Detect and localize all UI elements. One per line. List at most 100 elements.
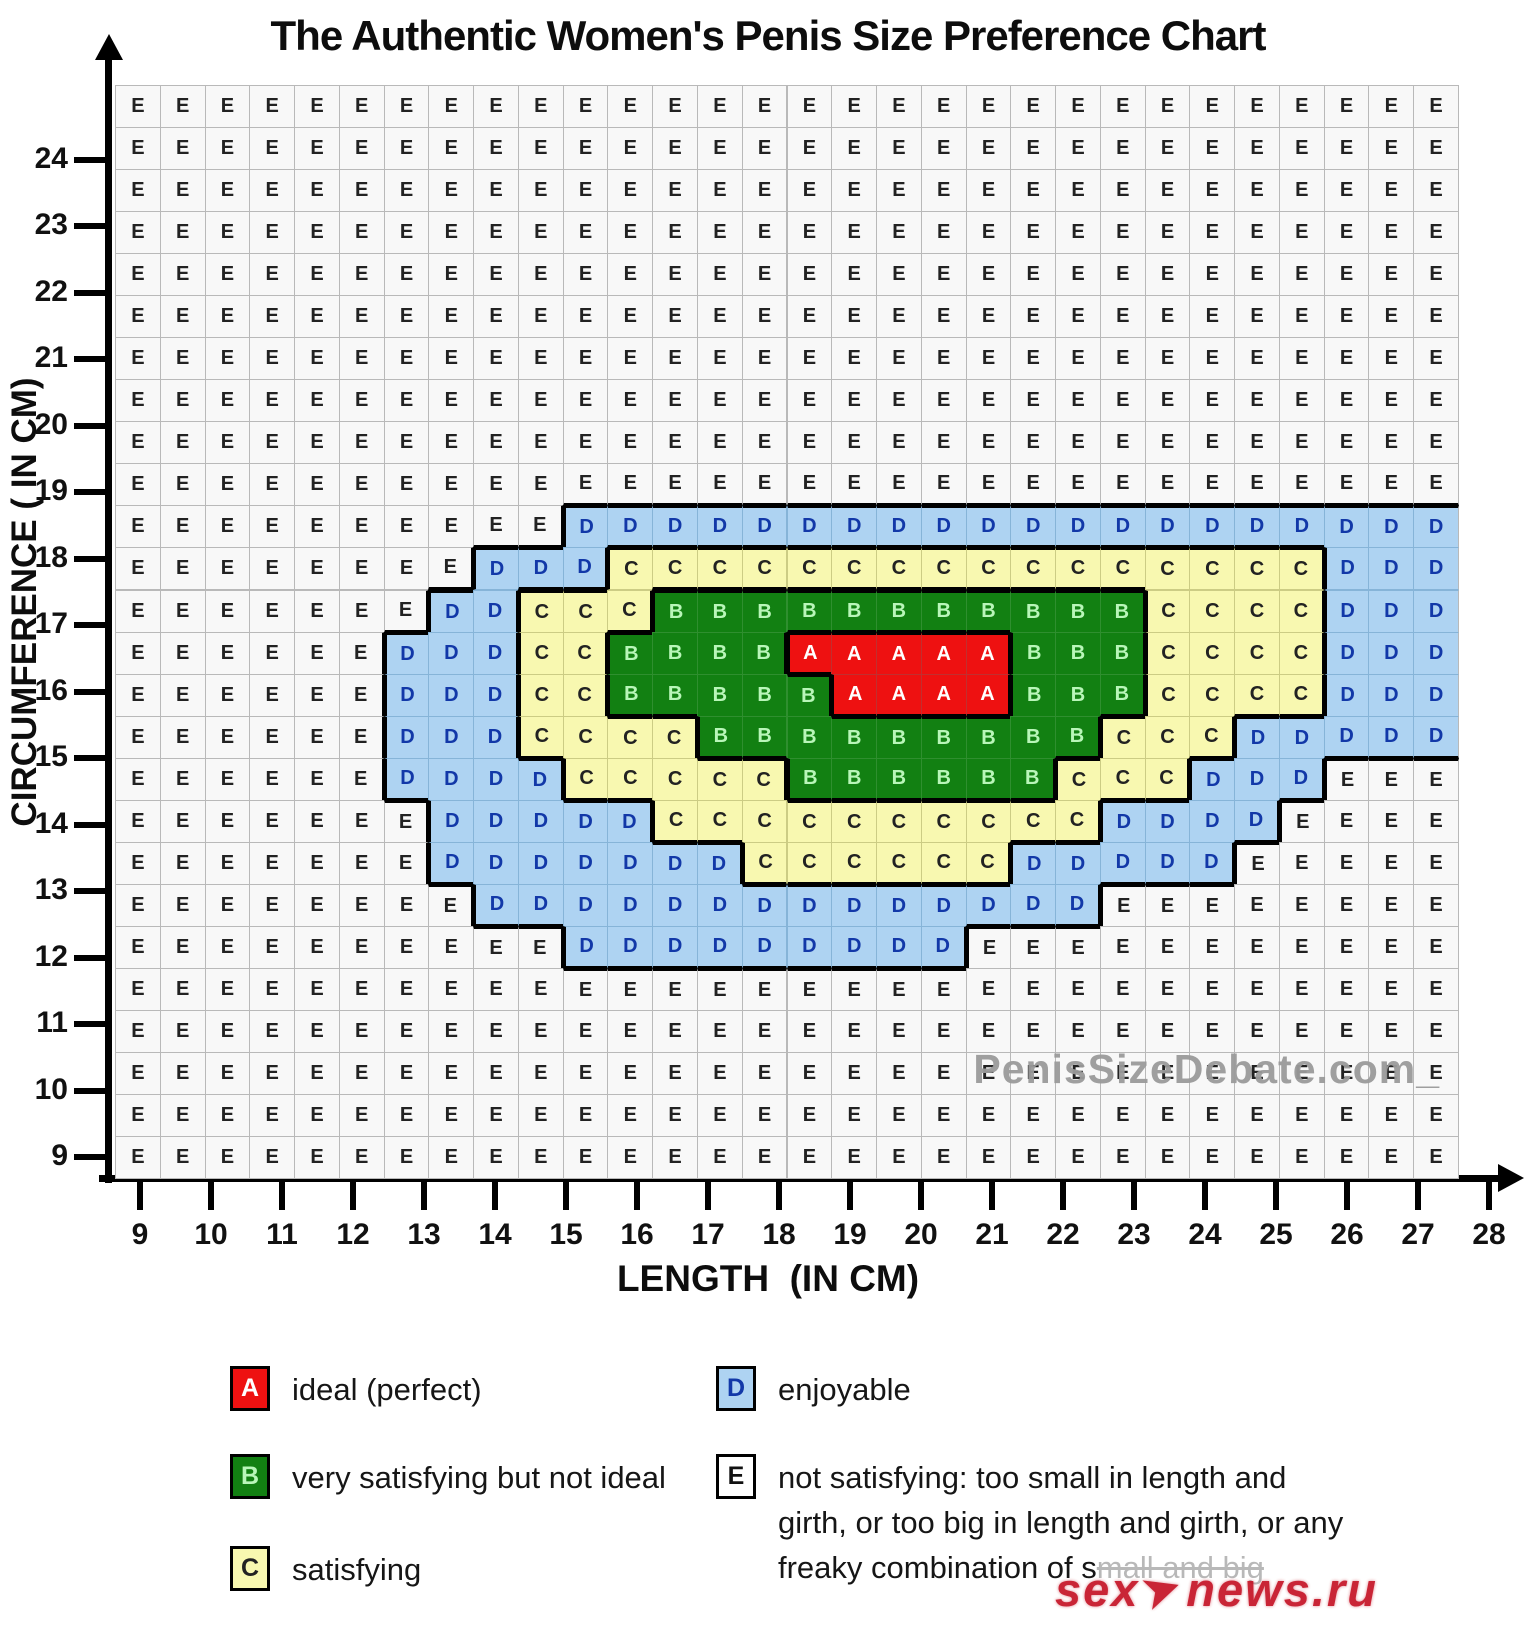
grid-cell: E	[920, 1093, 967, 1137]
plot-watermark: PenisSizeDebate.com_	[973, 1046, 1440, 1092]
grid-cell: E	[294, 211, 340, 255]
grid-cell: E	[249, 85, 296, 128]
grid-cell: E	[965, 1009, 1012, 1053]
grid-cell: E	[920, 1009, 967, 1053]
grid-cell: E	[1055, 967, 1101, 1011]
grid-cell: E	[1144, 421, 1191, 465]
grid-cell: C	[562, 715, 609, 759]
grid-cell: E	[159, 841, 206, 885]
grid-cell: E	[473, 925, 519, 969]
grid-cell: D	[920, 505, 967, 549]
grid-cell: E	[159, 883, 206, 927]
grid-cell: E	[338, 799, 385, 843]
grid-cell: E	[294, 547, 340, 591]
grid-cell: D	[920, 925, 967, 969]
grid-cell: E	[1413, 1051, 1459, 1095]
grid-cell: E	[1278, 1051, 1325, 1095]
grid-cell: E	[294, 757, 340, 801]
grid-cell: E	[428, 169, 475, 213]
grid-cell: B	[607, 631, 654, 675]
grid-cell: E	[652, 169, 698, 213]
grid-cell: D	[383, 631, 430, 675]
grid-cell: A	[876, 673, 922, 717]
grid-cell: E	[294, 295, 340, 339]
grid-cell: D	[1099, 505, 1146, 549]
grid-cell: E	[338, 1009, 385, 1053]
grid-cell: E	[1413, 1135, 1459, 1179]
grid-cell: E	[1234, 379, 1280, 423]
grid-cell: E	[652, 295, 698, 339]
grid-cell: E	[1010, 253, 1057, 297]
grid-cell: E	[876, 211, 922, 255]
grid-cell: E	[338, 757, 385, 801]
grid-cell: D	[473, 799, 519, 843]
legend-label-e-line1: not satisfying: too small in length and	[778, 1460, 1287, 1495]
grid-cell: E	[428, 1009, 475, 1053]
grid-cell: E	[920, 463, 967, 507]
grid-cell: D	[697, 841, 743, 885]
grid-cell: C	[652, 715, 698, 759]
grid-cell: E	[786, 295, 833, 339]
grid-cell: E	[1010, 925, 1057, 969]
y-tick-mark	[74, 954, 106, 961]
grid-cell: E	[1055, 1135, 1101, 1179]
grid-cell: E	[1278, 127, 1325, 170]
grid-cell: E	[383, 967, 430, 1011]
legend-swatch-c: C	[230, 1546, 270, 1591]
grid-cell: E	[1144, 463, 1191, 507]
grid-cell: E	[1099, 421, 1146, 465]
grid-cell: E	[1189, 1009, 1236, 1053]
grid-cell: E	[562, 169, 609, 213]
grid-cell: E	[697, 1093, 743, 1137]
legend-swatch-e: E	[716, 1454, 756, 1499]
grid-cell: B	[607, 673, 654, 717]
grid-cell: C	[741, 547, 788, 591]
grid-cell: E	[1010, 1051, 1057, 1095]
grid-cell: E	[159, 547, 206, 591]
grid-cell: E	[652, 967, 698, 1011]
grid-cell: D	[1234, 799, 1280, 843]
grid-cell: E	[1323, 841, 1370, 885]
grid-cell: E	[517, 85, 564, 128]
grid-cell: E	[159, 631, 206, 675]
grid-cell: E	[741, 1051, 788, 1095]
grid-cell: E	[652, 211, 698, 255]
grid-cell: D	[786, 925, 833, 969]
grid-cell: D	[1010, 841, 1057, 885]
x-axis-arrow-icon	[1498, 1164, 1524, 1192]
grid-cell: E	[428, 505, 475, 549]
grid-cell: E	[1323, 1051, 1370, 1095]
grid-cell: D	[1099, 799, 1146, 843]
grid-cell: D	[517, 799, 564, 843]
grid-cell: E	[517, 1135, 564, 1179]
grid-cell: E	[159, 715, 206, 759]
grid-cell: E	[383, 1135, 430, 1179]
grid-cell: E	[115, 337, 161, 381]
brand-suffix: news.ru	[1186, 1563, 1378, 1616]
grid-cell: A	[965, 673, 1012, 717]
grid-cell: D	[1413, 547, 1459, 591]
grid-cell: E	[383, 505, 430, 549]
grid-cell: E	[383, 379, 430, 423]
x-tick-mark	[279, 1182, 285, 1210]
grid-cell: E	[383, 85, 430, 128]
grid-cell: E	[1010, 463, 1057, 507]
grid-cell: E	[1278, 841, 1325, 885]
y-tick-label: 24	[34, 141, 68, 175]
grid-cell: E	[428, 967, 475, 1011]
y-tick-label: 15	[34, 740, 68, 773]
grid-cell: E	[204, 547, 251, 591]
grid-cell: E	[338, 715, 385, 759]
grid-cell: E	[831, 421, 878, 465]
legend-label-e-line3: freaky combination of small and big	[778, 1550, 1264, 1586]
grid-cell: E	[876, 379, 922, 423]
grid-cell: C	[876, 841, 922, 885]
grid-cell: E	[1189, 295, 1236, 339]
grid-cell: C	[607, 757, 654, 801]
grid-cell: D	[607, 883, 654, 927]
grid-cell: D	[473, 757, 519, 801]
grid-cell: B	[920, 715, 967, 759]
grid-cell: D	[1234, 505, 1280, 549]
y-tick-label: 11	[36, 1006, 68, 1039]
grid-cell: D	[652, 925, 698, 969]
